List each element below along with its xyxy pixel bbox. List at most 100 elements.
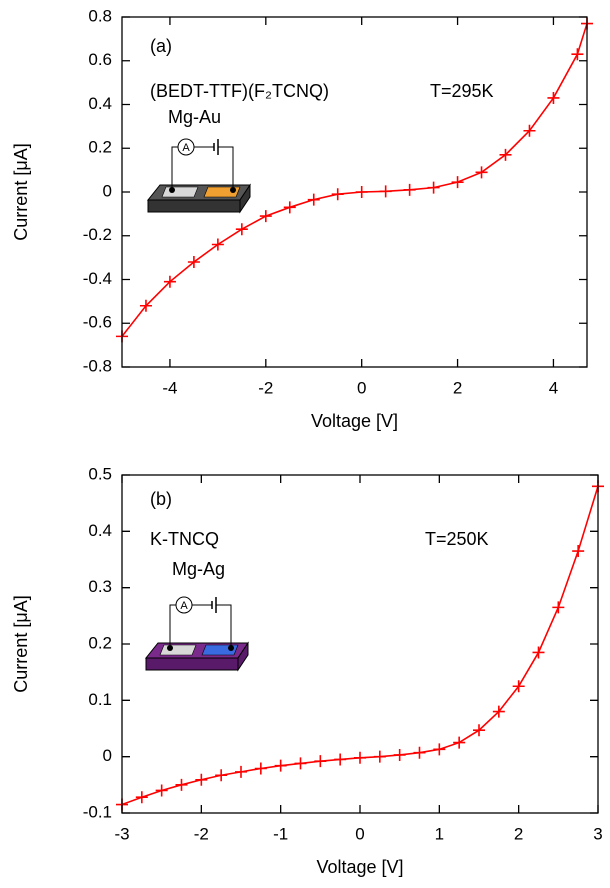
x-axis-label: Voltage [V] xyxy=(316,857,403,877)
data-point xyxy=(492,705,505,718)
ammeter-label: A xyxy=(180,600,188,612)
contact xyxy=(230,187,236,193)
data-point xyxy=(373,750,386,763)
data-point xyxy=(532,646,545,659)
battery xyxy=(211,597,217,613)
y-tick-label: 0.4 xyxy=(88,94,112,113)
data-point xyxy=(571,48,584,61)
data-point xyxy=(314,755,327,768)
data-point xyxy=(427,181,440,194)
y-tick-label: -0.6 xyxy=(83,313,112,332)
data-point xyxy=(283,201,296,214)
y-tick-label: 0.1 xyxy=(88,690,112,709)
annotation: Mg-Au xyxy=(168,107,221,127)
x-axis-label: Voltage [V] xyxy=(311,411,398,431)
y-tick-label: 0.2 xyxy=(88,633,112,652)
y-tick-label: -0.1 xyxy=(83,802,112,821)
y-tick-label: -0.2 xyxy=(83,225,112,244)
substrate-side xyxy=(239,183,251,214)
data-point xyxy=(274,759,287,772)
y-tick-label: 0.4 xyxy=(88,521,112,540)
contact xyxy=(169,187,175,193)
y-tick-label: 0.3 xyxy=(88,577,112,596)
data-point xyxy=(235,765,247,778)
data-line xyxy=(121,23,588,337)
y-tick-label: 0 xyxy=(103,181,112,200)
chart: -3 -2 -1 0 1 2 3 -0.1 0 0.1 0.2 0.3 0.4 0.5 Voltage [V… xyxy=(11,464,604,877)
annotation: K-TNCQ xyxy=(150,529,219,549)
data-point xyxy=(294,757,307,770)
annotation: Mg-Ag xyxy=(172,559,225,579)
annotation: (a) xyxy=(150,36,172,56)
data-point xyxy=(187,256,200,268)
y-axis-label: Current [μA] xyxy=(11,143,31,240)
contact xyxy=(228,645,234,651)
electrode-pad xyxy=(159,644,197,656)
data-point xyxy=(155,784,168,797)
data-point xyxy=(547,91,560,104)
contact xyxy=(167,645,173,651)
data-point xyxy=(334,753,347,766)
chart: -4 -2 0 2 4 -0.8 -0.6 -0.4 -0.2 0 0.2 0.4 0.6 0.8 Volt… xyxy=(11,6,593,431)
x-tick-label: 1 xyxy=(435,824,444,843)
annotation: T=250K xyxy=(425,529,489,549)
x-tick-label: -1 xyxy=(273,824,288,843)
data-point xyxy=(451,176,464,189)
data-point xyxy=(475,166,488,179)
data-point xyxy=(512,680,525,693)
x-tick-label: -4 xyxy=(162,378,177,397)
data-point xyxy=(499,148,512,161)
data-point xyxy=(331,188,344,201)
ammeter xyxy=(175,596,193,614)
data-point xyxy=(175,778,188,791)
data-point xyxy=(473,724,485,737)
data-point xyxy=(355,186,368,198)
data-point xyxy=(307,193,320,206)
y-tick-label: 0 xyxy=(103,746,112,765)
plot-frame xyxy=(121,474,599,814)
x-tick-label: 0 xyxy=(355,824,364,843)
annotation: T=295K xyxy=(430,81,494,101)
annotation: (BEDT-TTF)(F₂TCNQ) xyxy=(150,81,329,101)
x-tick-label: -2 xyxy=(258,378,273,397)
y-tick-label: 0.5 xyxy=(88,464,112,483)
y-tick-label: 0.6 xyxy=(88,50,112,69)
y-tick-label: -0.4 xyxy=(83,269,112,288)
x-tick-label: -3 xyxy=(114,824,129,843)
y-axis-label: Current [μA] xyxy=(11,595,31,692)
annotation: (b) xyxy=(150,489,172,509)
x-tick-label: 4 xyxy=(549,378,558,397)
data-point xyxy=(403,183,416,196)
data-point xyxy=(453,736,466,749)
y-tick-label: 0.2 xyxy=(88,138,112,157)
x-tick-label: 0 xyxy=(357,378,366,397)
x-tick-label: 2 xyxy=(453,378,462,397)
data-point xyxy=(393,748,406,761)
data-point xyxy=(211,238,224,251)
electrode-pad xyxy=(161,186,199,198)
substrate-front xyxy=(147,199,241,213)
wire xyxy=(169,604,232,648)
substrate-front xyxy=(145,657,239,671)
data-point xyxy=(235,223,248,236)
data-point xyxy=(259,210,272,223)
y-tick-label: -0.8 xyxy=(83,356,112,375)
ammeter-label: A xyxy=(182,142,190,154)
data-point xyxy=(163,275,176,288)
data-point xyxy=(433,743,446,756)
data-point xyxy=(523,124,536,137)
battery xyxy=(213,139,219,155)
data-point xyxy=(354,751,366,764)
data-point xyxy=(215,769,228,782)
substrate-side xyxy=(237,641,249,672)
data-point xyxy=(139,299,152,312)
x-tick-label: 3 xyxy=(593,824,602,843)
data-point xyxy=(413,746,426,759)
data-point xyxy=(195,773,208,786)
x-tick-label: -2 xyxy=(194,824,209,843)
data-point xyxy=(379,185,392,198)
data-point xyxy=(552,601,565,614)
x-tick-label: 2 xyxy=(514,824,523,843)
ammeter xyxy=(177,138,195,156)
wire xyxy=(171,146,234,190)
